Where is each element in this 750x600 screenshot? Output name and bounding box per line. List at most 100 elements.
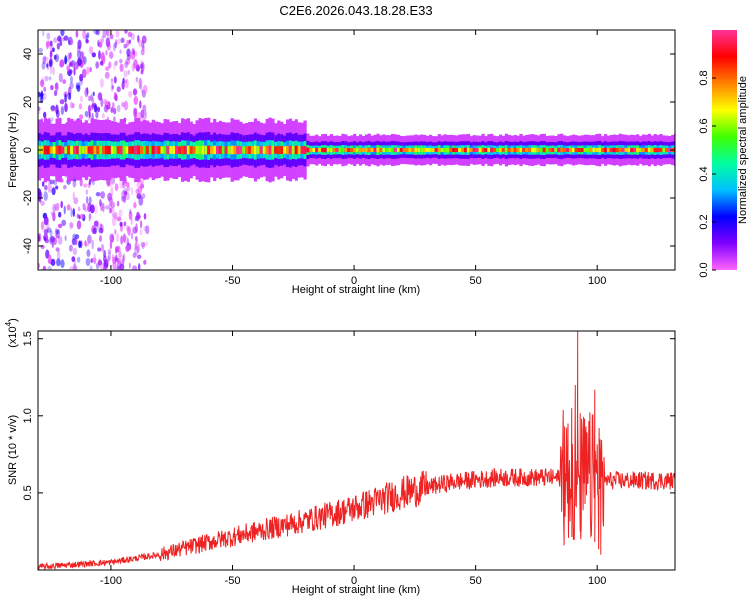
spectrogram-band-cell — [469, 148, 473, 152]
spectrogram-noise-cell — [96, 106, 101, 113]
spectrogram-noise-cell — [88, 104, 91, 114]
spectrogram-band-cell — [344, 147, 348, 153]
spectrogram-noise-cell — [95, 111, 99, 119]
spectrogram-band-cell — [668, 148, 672, 152]
spectrogram-noise-cell — [98, 50, 101, 60]
spectrogram-band-cell — [364, 147, 368, 153]
spectrogram-band-cell — [294, 145, 298, 155]
spectrogram-band-cell — [166, 145, 170, 155]
spectrogram-noise-cell — [115, 246, 118, 255]
spectrogram-band-cell — [525, 147, 529, 153]
spectrogram-band-cell — [367, 147, 371, 153]
spectrogram-band-cell — [662, 148, 666, 153]
spectrogram-noise-cell — [74, 265, 78, 270]
spectrogram-band-cell — [513, 147, 517, 153]
spectrogram-noise-cell — [87, 112, 90, 122]
spectrogram-noise-cell — [119, 221, 123, 227]
spectrogram-band-cell — [493, 148, 497, 152]
spectrogram-band-cell — [151, 145, 155, 155]
spectrogram-band-cell — [125, 146, 129, 154]
spectrogram-noise-cell — [107, 248, 112, 255]
spectrogram-band-cell — [70, 145, 74, 155]
spectrogram-band-cell — [335, 148, 339, 152]
snr-x-ticks: -100 -50 0 50 100 — [100, 331, 606, 587]
spectrogram-band-cell — [408, 148, 412, 152]
spectrogram-noise-cell — [43, 229, 49, 235]
spectrogram-noise-cell — [114, 60, 118, 66]
spectrogram-noise-cell — [55, 232, 59, 239]
spectrogram-band-cell — [73, 146, 77, 154]
spectrogram-noise-cell — [70, 207, 73, 218]
spectrogram-band-cell — [128, 146, 132, 154]
spectrogram-band-cell — [466, 147, 471, 153]
spectrogram-band-cell — [58, 145, 62, 155]
spectrogram-noise-cell — [95, 30, 100, 36]
spectrogram-noise-cell — [41, 61, 46, 70]
spectrogram-band-cell — [248, 146, 252, 154]
spectrogram-band-cell — [563, 148, 567, 153]
spectrogram-noise-cell — [116, 104, 121, 113]
spectrogram-noise-cell — [72, 179, 77, 188]
spectrogram-y-label: Frequency (Hz) — [7, 112, 19, 188]
spectrogram-noise-cell — [138, 263, 141, 270]
snr-scale-exponent: 4 — [4, 321, 13, 326]
spectrogram-noise-cell — [88, 213, 92, 220]
spectrogram-noise-cell — [119, 49, 122, 54]
spectrogram-noise-cell — [43, 191, 48, 202]
spectrogram-noise-cell — [124, 61, 129, 69]
spectrogram-noise-cell — [83, 183, 88, 188]
spectrogram-band-cell — [659, 147, 663, 153]
spectrogram-noise-cell — [57, 223, 63, 229]
spectrogram-noise-cell — [92, 91, 95, 97]
spectrogram-band-cell — [592, 147, 596, 153]
spectrogram-band-cell — [312, 148, 316, 152]
spectrogram-noise-cell — [95, 192, 101, 197]
spectrogram-noise-cell — [56, 250, 61, 260]
spectrogram-y-tick-label: -20 — [22, 190, 34, 206]
spectrogram-noise-cell — [75, 30, 79, 38]
spectrogram-band-cell — [376, 147, 380, 153]
spectrogram-noise-cell — [109, 240, 113, 250]
spectrogram-noise-cell — [108, 208, 112, 214]
spectrogram-band-cell — [306, 147, 310, 153]
spectrogram-band-cell — [99, 145, 103, 155]
spectrogram-noise-cell — [128, 262, 131, 269]
snr-y-label: SNR (10 * v/v) — [7, 415, 19, 485]
spectrogram-noise-cell — [63, 205, 66, 215]
spectrogram-noise-cell — [119, 63, 124, 72]
spectrogram-noise-cell — [121, 190, 126, 200]
snr-series-line — [38, 331, 675, 570]
spectrogram-band-cell — [443, 147, 447, 153]
spectrogram-noise-cell — [82, 203, 86, 211]
spectrogram-noise-cell — [63, 56, 68, 65]
spectrogram-band-cell — [464, 147, 468, 153]
spectrogram-noise-cell — [42, 265, 47, 270]
spectrogram-band-cell — [239, 146, 243, 154]
spectrogram-noise-cell — [143, 213, 147, 220]
spectrogram-noise-cell — [123, 70, 128, 78]
spectrogram-noise-cell — [136, 254, 142, 260]
spectrogram-noise-cell — [77, 206, 81, 212]
spectrogram-noise-cell — [103, 259, 109, 268]
spectrogram-band-cell — [586, 147, 590, 153]
spectrogram-noise-cell — [116, 216, 122, 222]
spectrogram-band-cell — [347, 148, 351, 152]
spectrogram-noise-cell — [56, 109, 60, 119]
snr-x-tick-label: 50 — [470, 575, 482, 587]
spectrogram-noise-cell — [83, 56, 87, 65]
spectrogram-band-cell — [183, 145, 188, 155]
spectrogram-noise-cell — [90, 94, 93, 102]
spectrogram-band-cell — [204, 145, 208, 155]
spectrogram-noise-cell — [109, 200, 113, 206]
spectrogram-noise-cell — [123, 221, 127, 227]
spectrogram-noise-cell — [98, 227, 104, 234]
spectrogram-noise-cell — [115, 254, 118, 261]
spectrogram-noise-cell — [113, 62, 116, 71]
spectrogram-noise-cell — [112, 43, 116, 52]
spectrogram-band-cell — [286, 145, 290, 155]
spectrogram-noise-cell — [43, 86, 47, 92]
spectrogram-band-cell — [55, 145, 59, 155]
spectrogram-band-cell — [569, 148, 573, 152]
spectrogram-noise-cell — [115, 30, 120, 38]
spectrogram-noise-cell — [63, 185, 67, 190]
